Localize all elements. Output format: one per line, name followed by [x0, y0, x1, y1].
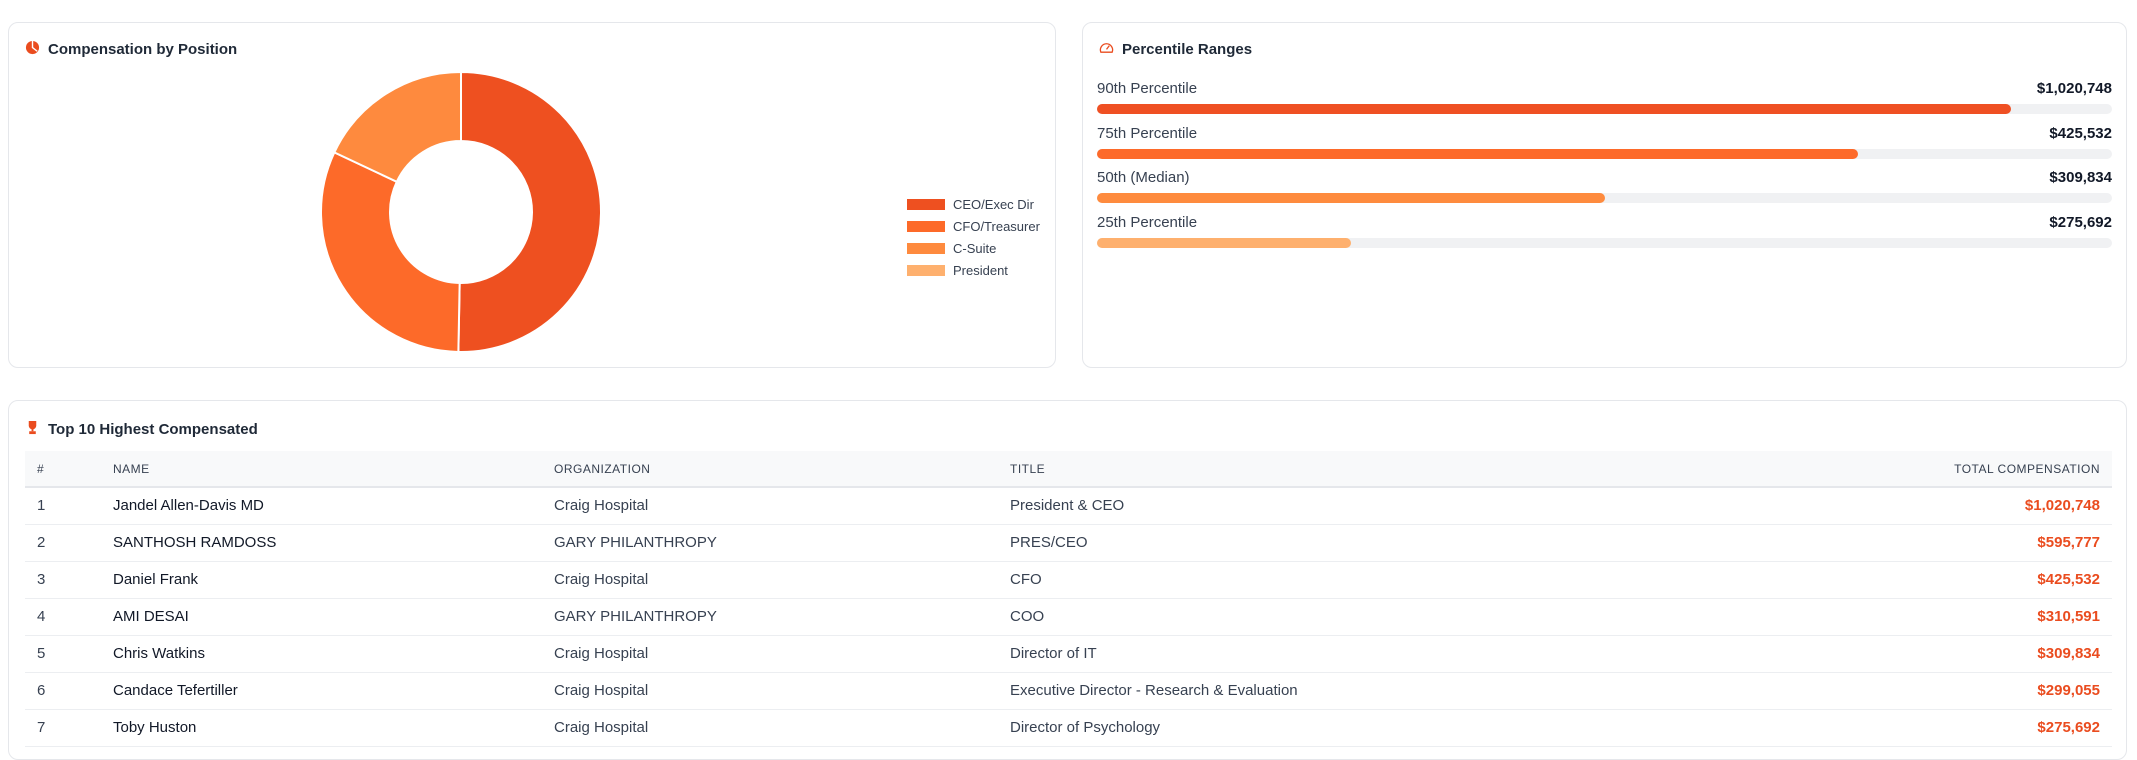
- legend-item[interactable]: C-Suite: [907, 237, 1040, 259]
- organization-cell: Craig Hospital: [554, 635, 1010, 673]
- table-row[interactable]: 4 AMI DESAI GARY PHILANTHROPY COO $310,591: [25, 598, 2112, 636]
- compensation-cell: $1,020,748: [1721, 487, 2112, 525]
- legend-label: C-Suite: [953, 240, 997, 256]
- rank-cell: 2: [25, 524, 113, 562]
- card-title: Percentile Ranges: [1122, 41, 1253, 58]
- pie-chart-icon: [25, 40, 40, 59]
- legend-item[interactable]: CEO/Exec Dir: [907, 193, 1040, 215]
- organization-cell: Craig Hospital: [554, 561, 1010, 599]
- card-title: Top 10 Highest Compensated: [48, 421, 258, 438]
- percentile-bar: [1097, 193, 1605, 203]
- column-header[interactable]: TOTAL COMPENSATION: [1721, 451, 2112, 488]
- column-header[interactable]: TITLE: [1010, 451, 1722, 488]
- name-cell: SANTHOSH RAMDOSS: [113, 524, 554, 562]
- rank-cell: 7: [25, 709, 113, 747]
- percentile-value: $309,834: [2049, 169, 2112, 186]
- legend-swatch: [907, 242, 945, 254]
- name-cell: Jandel Allen-Davis MD: [113, 487, 554, 525]
- percentile-label: 50th (Median): [1097, 169, 1190, 186]
- donut-chart: [320, 70, 602, 353]
- title-cell: President & CEO: [1010, 487, 1722, 525]
- rank-cell: 3: [25, 561, 113, 599]
- compensation-cell: $595,777: [1721, 524, 2112, 562]
- legend-label: CFO/Treasurer: [953, 218, 1040, 234]
- compensation-cell: $309,834: [1721, 635, 2112, 673]
- legend-swatch: [907, 264, 945, 276]
- column-header[interactable]: NAME: [113, 451, 554, 488]
- card-title: Compensation by Position: [48, 41, 238, 58]
- organization-cell: GARY PHILANTHROPY: [554, 524, 1010, 562]
- name-cell: Daniel Frank: [113, 561, 554, 599]
- name-cell: Chris Watkins: [113, 635, 554, 673]
- compensation-cell: $275,692: [1721, 709, 2112, 747]
- organization-cell: Craig Hospital: [554, 487, 1010, 525]
- column-header[interactable]: #: [25, 451, 113, 488]
- percentile-bar: [1097, 237, 1351, 248]
- compensation-cell: $425,532: [1721, 561, 2112, 599]
- legend-item[interactable]: President: [907, 259, 1040, 281]
- table-row[interactable]: 2 SANTHOSH RAMDOSS GARY PHILANTHROPY PRES/C…: [25, 524, 2112, 562]
- title-cell: PRES/CEO: [1010, 524, 1722, 562]
- percentile-track: [1097, 104, 2112, 114]
- percentile-label: 75th Percentile: [1097, 124, 1198, 142]
- table-row[interactable]: 5 Chris Watkins Craig Hospital Director of …: [25, 635, 2112, 673]
- percentile-label: 25th Percentile: [1097, 213, 1198, 231]
- percentile-track: [1097, 148, 2112, 159]
- title-cell: Executive Director - Research & Evaluati…: [1010, 672, 1722, 710]
- legend-item[interactable]: CFO/Treasurer: [907, 215, 1040, 237]
- percentile-value: $275,692: [2049, 213, 2112, 231]
- percentile-label: 90th Percentile: [1097, 80, 1198, 97]
- rank-cell: 6: [25, 672, 113, 710]
- percentile-ranges-card: Percentile Ranges 90th Percentile $1,020,…: [1082, 22, 2127, 368]
- percentile-bar: [1097, 148, 1859, 159]
- organization-cell: GARY PHILANTHROPY: [554, 598, 1010, 636]
- name-cell: Toby Huston: [113, 709, 554, 747]
- percentile-value: $425,532: [2049, 124, 2112, 142]
- compensation-cell: $299,055: [1721, 672, 2112, 710]
- percentile-track: [1097, 193, 2112, 203]
- table-row[interactable]: 3 Daniel Frank Craig Hospital CFO $425,532: [25, 561, 2112, 599]
- legend-label: President: [953, 262, 1008, 278]
- organization-cell: Craig Hospital: [554, 709, 1010, 747]
- donut-slice-c-suite[interactable]: [332, 70, 462, 184]
- top-compensated-table: # NAME ORGANIZATION TITLE TOTAL COMPENSATION…: [25, 451, 2112, 747]
- compensation-cell: $310,591: [1721, 598, 2112, 636]
- chart-legend: CEO/Exec Dir CFO/Treasurer C-Suite Presiden…: [907, 193, 1040, 281]
- legend-swatch: [907, 220, 945, 232]
- top-compensated-card: Top 10 Highest Compensated # NAME ORGANIZA…: [8, 400, 2127, 760]
- trophy-icon: [25, 420, 40, 439]
- title-cell: Director of IT: [1010, 635, 1722, 673]
- title-cell: CFO: [1010, 561, 1722, 599]
- donut-slice-ceo-exec-dir[interactable]: [457, 70, 602, 353]
- organization-cell: Craig Hospital: [554, 672, 1010, 710]
- percentile-bar: [1097, 104, 2011, 114]
- table-row[interactable]: 1 Jandel Allen-Davis MD Craig Hospital Pres…: [25, 487, 2112, 525]
- rank-cell: 5: [25, 635, 113, 673]
- percentile-track: [1097, 237, 2112, 248]
- rank-cell: 4: [25, 598, 113, 636]
- legend-swatch: [907, 198, 945, 210]
- compensation-by-position-card: Compensation by Position CEO/Exec Dir CFO…: [8, 22, 1056, 368]
- table-row[interactable]: 7 Toby Huston Craig Hospital Director of Ps…: [25, 709, 2112, 747]
- rank-cell: 1: [25, 487, 113, 525]
- column-header[interactable]: ORGANIZATION: [554, 451, 1010, 488]
- table-row[interactable]: 6 Candace Tefertiller Craig Hospital Execut…: [25, 672, 2112, 710]
- title-cell: Director of Psychology: [1010, 709, 1722, 747]
- title-cell: COO: [1010, 598, 1722, 636]
- percentile-value: $1,020,748: [2036, 80, 2112, 97]
- legend-label: CEO/Exec Dir: [953, 196, 1034, 212]
- gauge-icon: [1099, 40, 1114, 59]
- name-cell: Candace Tefertiller: [113, 672, 554, 710]
- name-cell: AMI DESAI: [113, 598, 554, 636]
- donut-slice-cfo-treasurer[interactable]: [320, 151, 461, 353]
